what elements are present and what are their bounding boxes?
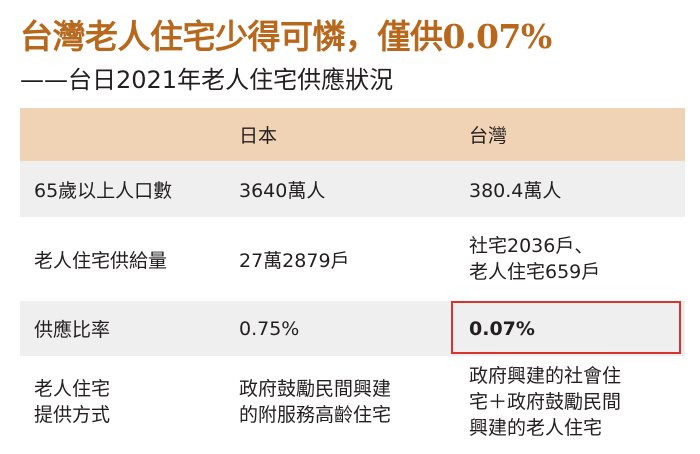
taiwan-value-line: 宅＋政府鼓勵民間: [469, 391, 622, 413]
table-header-row: 日本 台灣: [20, 108, 685, 161]
comparison-table: 日本 台灣 65歲以上人口數 3640萬人 380.4萬人 老人住宅供給量 27…: [20, 108, 685, 448]
taiwan-value-highlighted: 0.07%: [469, 317, 535, 340]
taiwan-value: 政府興建的社會住 宅＋政府鼓勵民間 興建的老人住宅: [469, 363, 621, 441]
japan-value: 0.75%: [239, 317, 300, 340]
table-row-population: 65歲以上人口數 3640萬人 380.4萬人: [20, 161, 685, 217]
table-row-supply: 老人住宅供給量 27萬2879戶 社宅2036戶、 老人住宅659戶: [20, 217, 685, 301]
taiwan-value-line: 興建的老人住宅: [469, 417, 603, 439]
page-subtitle: ——台日2021年老人住宅供應狀況: [20, 66, 394, 94]
row-label: 老人住宅 提供方式: [34, 376, 110, 428]
row-label-line: 老人住宅: [34, 378, 111, 400]
highlight-box: [451, 301, 681, 354]
row-label: 老人住宅供給量: [34, 249, 168, 272]
header-japan: 日本: [239, 125, 278, 147]
row-label: 65歲以上人口數: [34, 179, 173, 202]
taiwan-value-line: 社宅2036戶、: [469, 235, 594, 257]
japan-value-line: 的附服務高齡住宅: [239, 404, 392, 426]
taiwan-value-line: 政府興建的社會住: [469, 365, 622, 387]
header-taiwan: 台灣: [469, 125, 508, 147]
table-row-ratio: 供應比率 0.75% 0.07%: [20, 301, 685, 356]
row-label: 供應比率: [34, 319, 111, 341]
japan-value: 27萬2879戶: [239, 249, 350, 272]
page-title: 台灣老人住宅少得可憐，僅供0.07%: [20, 17, 552, 56]
taiwan-value: 380.4萬人: [469, 179, 562, 202]
japan-value-line: 政府鼓勵民間興建: [239, 378, 392, 400]
japan-value: 3640萬人: [239, 179, 326, 202]
japan-value: 政府鼓勵民間興建 的附服務高齡住宅: [239, 376, 391, 428]
row-label-line: 提供方式: [34, 404, 111, 426]
table-row-method: 老人住宅 提供方式 政府鼓勵民間興建 的附服務高齡住宅 政府興建的社會住 宅＋政…: [20, 356, 685, 448]
taiwan-value: 社宅2036戶、 老人住宅659戶: [469, 233, 600, 285]
taiwan-value-line: 老人住宅659戶: [469, 261, 601, 283]
